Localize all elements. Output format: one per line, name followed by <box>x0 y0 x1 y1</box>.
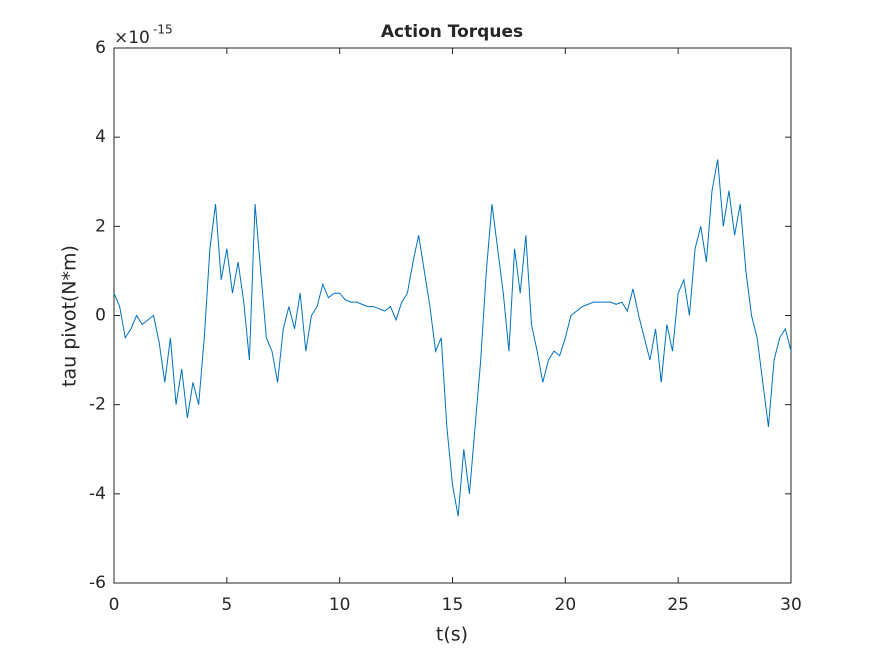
x-tick-label: 30 <box>780 595 802 615</box>
x-tick-label: 15 <box>442 595 464 615</box>
y-axis-label: tau pivot(N*m) <box>59 245 81 387</box>
x-tick-label: 25 <box>667 595 689 615</box>
x-tick-label: 5 <box>221 595 232 615</box>
y-multiplier-base: ×10 <box>114 28 150 48</box>
x-tick-label: 20 <box>555 595 577 615</box>
x-tick-label: 10 <box>329 595 351 615</box>
y-tick-label: 2 <box>95 216 106 236</box>
x-axis-label: t(s) <box>436 624 468 646</box>
y-tick-label: 6 <box>95 38 106 58</box>
y-tick-label: 4 <box>95 127 106 147</box>
y-multiplier-exponent: -15 <box>153 23 173 37</box>
y-tick-label: -6 <box>89 573 106 593</box>
y-tick-label: 0 <box>95 306 106 326</box>
x-tick-label: 0 <box>109 595 120 615</box>
chart-title: Action Torques <box>381 22 523 42</box>
y-tick-label: -4 <box>89 484 106 504</box>
y-tick-label: -2 <box>89 395 106 415</box>
line-series <box>113 159 792 517</box>
